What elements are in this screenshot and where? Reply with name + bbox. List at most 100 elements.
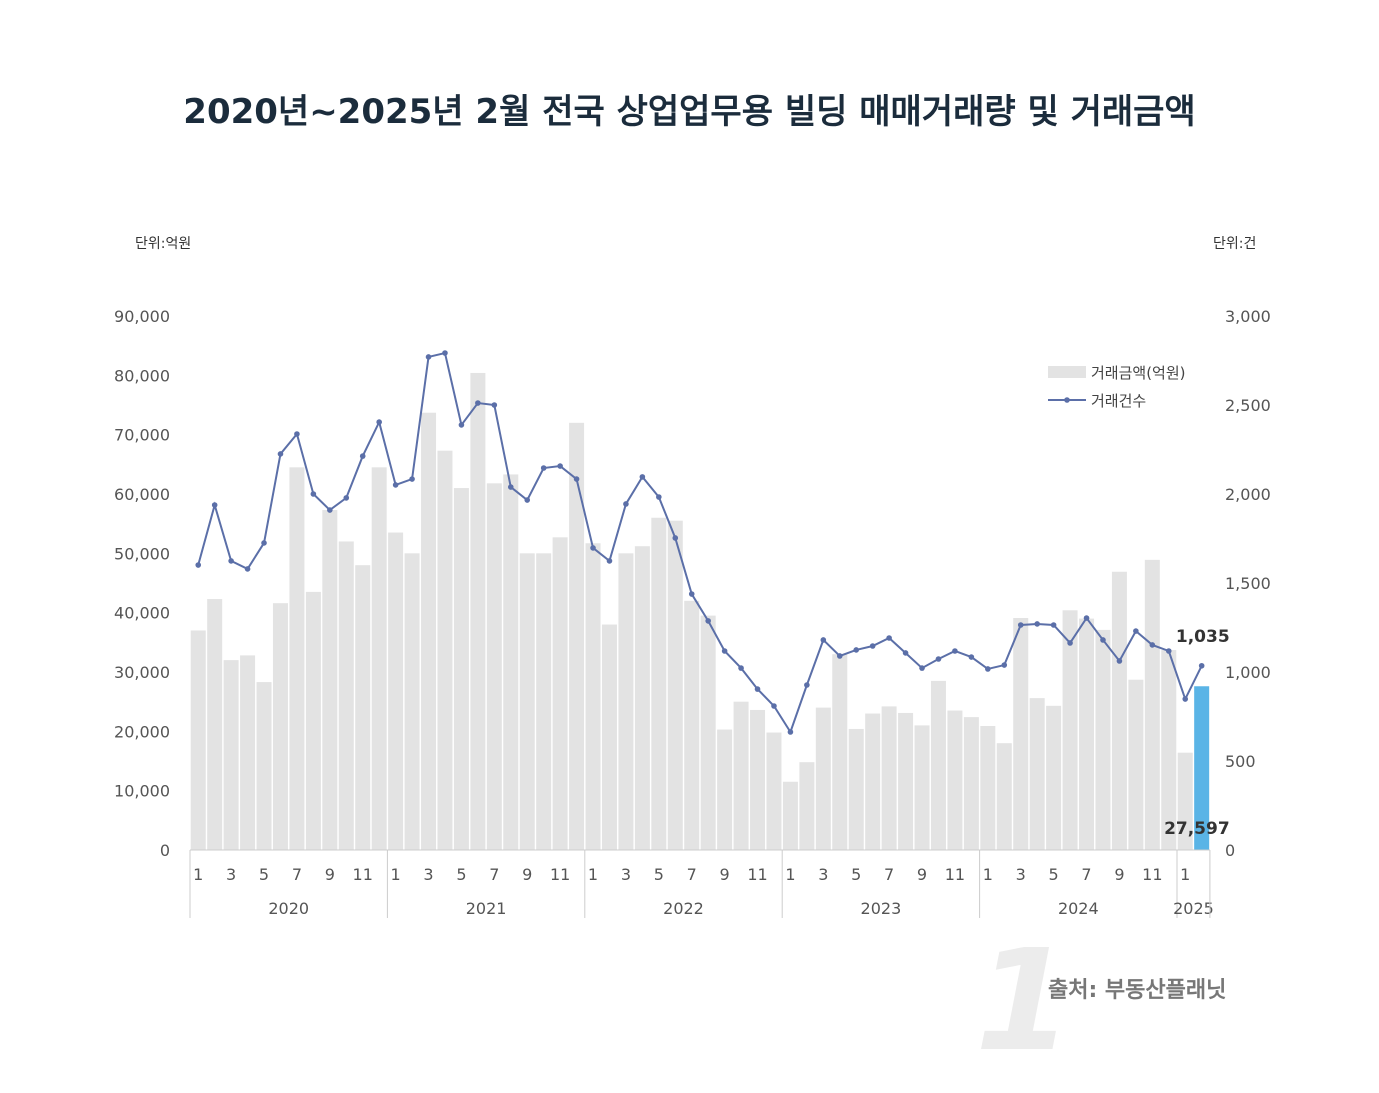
bar bbox=[815, 707, 831, 850]
line-point bbox=[754, 686, 761, 692]
line-point bbox=[853, 647, 860, 653]
month-tick-label: 5 bbox=[1049, 865, 1059, 884]
line-point bbox=[820, 637, 827, 643]
bar bbox=[865, 713, 881, 850]
left-tick-label: 40,000 bbox=[114, 604, 170, 623]
bar bbox=[667, 520, 683, 850]
bar bbox=[684, 600, 700, 850]
year-label: 2024 bbox=[1058, 899, 1099, 918]
left-tick-label: 80,000 bbox=[114, 366, 170, 385]
legend-bar-swatch bbox=[1048, 366, 1086, 378]
year-label: 2021 bbox=[466, 899, 507, 918]
bar bbox=[503, 474, 519, 850]
month-tick-label: 3 bbox=[423, 865, 433, 884]
line-point bbox=[771, 703, 777, 709]
bar bbox=[1095, 629, 1111, 850]
bar-data-label: 27,597 bbox=[1164, 819, 1230, 839]
bar bbox=[371, 467, 387, 850]
line-point bbox=[656, 494, 662, 500]
month-tick-label: 11 bbox=[747, 865, 767, 884]
right-tick-label: 2,000 bbox=[1225, 485, 1271, 504]
bar bbox=[782, 781, 798, 850]
month-tick-label: 9 bbox=[522, 865, 532, 884]
line-point bbox=[507, 484, 514, 490]
line-point bbox=[491, 402, 498, 408]
line-point bbox=[935, 656, 942, 662]
bar bbox=[1062, 610, 1078, 850]
line-point bbox=[195, 562, 202, 568]
line-point bbox=[540, 465, 547, 471]
bar bbox=[980, 725, 996, 850]
bar bbox=[207, 599, 223, 850]
month-tick-label: 5 bbox=[456, 865, 466, 884]
bar bbox=[338, 541, 354, 850]
line-point bbox=[672, 535, 679, 541]
line-point bbox=[343, 495, 350, 501]
month-tick-label: 1 bbox=[193, 865, 203, 884]
right-tick-label: 3,000 bbox=[1225, 307, 1271, 326]
line-point bbox=[1017, 622, 1024, 628]
line-point bbox=[1133, 628, 1139, 634]
line-data-label: 1,035 bbox=[1176, 627, 1230, 647]
month-tick-label: 11 bbox=[1142, 865, 1162, 884]
left-tick-label: 10,000 bbox=[114, 782, 170, 801]
line-point bbox=[836, 653, 843, 659]
line-point bbox=[573, 476, 580, 482]
month-tick-label: 3 bbox=[226, 865, 236, 884]
line-point bbox=[1001, 662, 1008, 668]
month-tick-label: 7 bbox=[489, 865, 499, 884]
watermark-logo: 1 bbox=[975, 920, 1072, 1083]
bar bbox=[223, 660, 239, 850]
bar bbox=[898, 712, 914, 850]
line-point bbox=[968, 654, 975, 660]
bar bbox=[963, 717, 979, 850]
month-tick-label: 3 bbox=[1016, 865, 1026, 884]
bar bbox=[750, 709, 766, 850]
bar bbox=[717, 729, 733, 850]
left-tick-label: 60,000 bbox=[114, 485, 170, 504]
bar bbox=[305, 591, 321, 850]
right-tick-label: 500 bbox=[1225, 752, 1256, 771]
bar bbox=[272, 603, 288, 850]
month-tick-label: 9 bbox=[720, 865, 730, 884]
line-point bbox=[1100, 637, 1106, 643]
bar bbox=[552, 537, 568, 850]
bar bbox=[240, 655, 256, 850]
year-label: 2022 bbox=[663, 899, 704, 918]
bar bbox=[1177, 752, 1193, 850]
bar bbox=[1029, 698, 1045, 850]
line-point bbox=[425, 354, 432, 360]
bar bbox=[881, 706, 897, 850]
bar bbox=[388, 532, 404, 850]
bar bbox=[766, 732, 782, 850]
bar bbox=[190, 630, 206, 850]
line-point bbox=[1116, 658, 1123, 664]
bar bbox=[453, 488, 469, 850]
month-tick-label: 11 bbox=[550, 865, 570, 884]
year-label: 2020 bbox=[268, 899, 309, 918]
line-point bbox=[902, 650, 909, 656]
line-point bbox=[228, 558, 234, 564]
line-point bbox=[738, 665, 744, 671]
line-point bbox=[1165, 648, 1172, 654]
line-point bbox=[557, 463, 563, 469]
source-note: 출처: 부동산플래닛 bbox=[1048, 978, 1227, 1003]
bar bbox=[519, 553, 535, 850]
month-tick-label: 5 bbox=[654, 865, 664, 884]
line-point bbox=[1050, 622, 1057, 628]
line-point bbox=[919, 665, 925, 671]
line-point bbox=[1198, 662, 1205, 669]
line-point bbox=[886, 635, 892, 641]
line-point bbox=[261, 540, 267, 546]
month-tick-label: 3 bbox=[621, 865, 631, 884]
bar bbox=[1111, 571, 1127, 850]
legend-line-marker bbox=[1064, 397, 1070, 403]
bar bbox=[421, 412, 437, 850]
month-tick-label: 1 bbox=[1180, 865, 1190, 884]
bar bbox=[437, 450, 453, 850]
line-point bbox=[952, 648, 958, 654]
bar bbox=[486, 483, 502, 850]
line-point bbox=[869, 643, 876, 649]
line-point bbox=[623, 501, 629, 507]
